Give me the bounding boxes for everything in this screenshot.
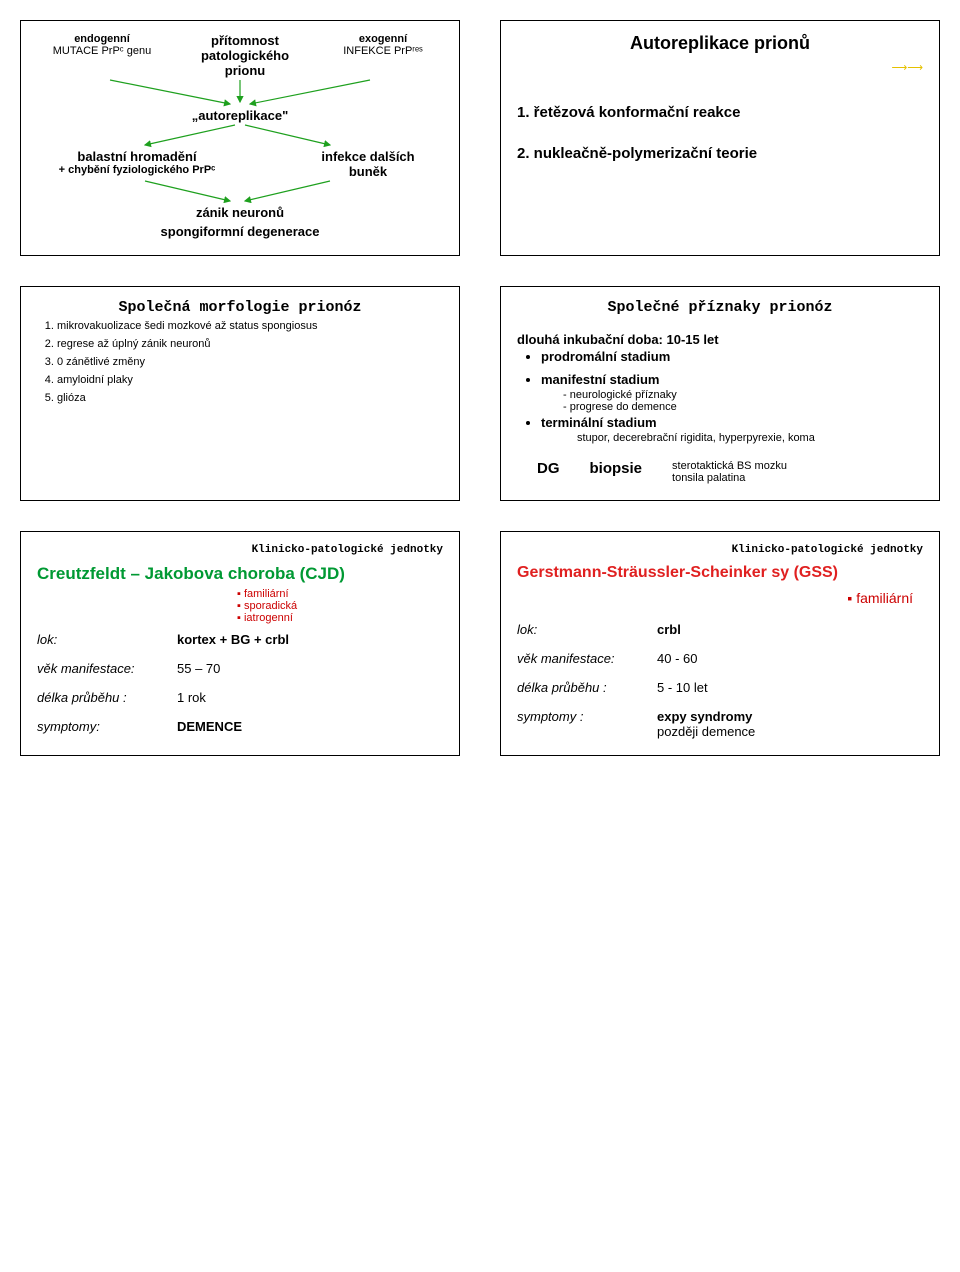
priz-ink: dlouhá inkubační doba: 10-15 let	[517, 332, 923, 347]
morf-item-5: glióza	[57, 392, 443, 404]
gss-vek-k: věk manifestace:	[517, 651, 657, 666]
gss-vek-v: 40 - 60	[657, 651, 923, 666]
center-top: přítomnost patologického prionu	[180, 33, 310, 78]
cjd-delka-v: 1 rok	[177, 690, 443, 705]
gss-delka-v: 5 - 10 let	[657, 680, 923, 695]
priz-term-sub: stupor, decerebrační rigidita, hyperpyre…	[577, 432, 923, 444]
cjd-panel: Klinicko-patologické jednotky Creutzfeld…	[20, 531, 460, 756]
priz-biopsie: biopsie	[590, 460, 643, 477]
exo-label: exogenní	[323, 33, 443, 45]
gss-sym-k: symptomy :	[517, 709, 657, 724]
autoreplikace-panel: Autoreplikace prionů ⟶⟶ 1. řetězová konf…	[500, 20, 940, 256]
balast-col: balastní hromadění + chybění fyziologick…	[37, 149, 237, 179]
priz-term: terminální stadium	[541, 415, 923, 430]
autorep-item-1: 1. řetězová konformační reakce	[517, 104, 923, 121]
arrows-diverge	[37, 123, 443, 149]
autorep-title: Autoreplikace prionů	[517, 33, 923, 54]
arrows-converge-bottom	[37, 179, 443, 205]
gss-sym-v2: později demence	[657, 724, 923, 739]
gss-types: ▪ familiární	[517, 590, 923, 606]
priz-biop-sub1: sterotaktická BS mozku	[672, 460, 787, 472]
morf-item-3: 0 zánětlivé změny	[57, 356, 443, 368]
cjd-lok-v: kortex + BG + crbl	[177, 632, 443, 647]
cjd-title: Creutzfeldt – Jakobova choroba (CJD)	[37, 564, 443, 584]
autorep-item-2: 2. nukleačně-polymerizační teorie	[517, 145, 923, 162]
cjd-vek-k: věk manifestace:	[37, 661, 177, 676]
morf-list: mikrovakuolizace šedi mozkové až status …	[57, 320, 443, 404]
endo-col: endogenní MUTACE PrPᶜ genu	[37, 33, 167, 57]
gss-kv: lok: crbl věk manifestace: 40 - 60 délka…	[517, 622, 923, 739]
cjd-sym-v: DEMENCE	[177, 719, 443, 734]
cjd-t2: sporadická	[244, 600, 297, 612]
priznaky-panel: Společné příznaky prionóz dlouhá inkubač…	[500, 286, 940, 501]
priz-dg: DG	[537, 460, 560, 477]
autorep-items: 1. řetězová konformační reakce 2. nuklea…	[517, 104, 923, 162]
gss-sym-v: expy syndromy	[657, 709, 923, 724]
priz-title: Společné příznaky prionóz	[517, 299, 923, 316]
exo-col: exogenní INFEKCE PrPʳᵉˢ	[323, 33, 443, 57]
center-l1: přítomnost	[180, 33, 310, 48]
center-l3: prionu	[180, 63, 310, 78]
cjd-types: ▪ familiární ▪ sporadická ▪ iatrogenní	[237, 588, 443, 624]
priz-manif-sub: neurologické příznaky progrese do demenc…	[563, 389, 923, 413]
gss-t1: familiární	[856, 590, 913, 606]
kp-label-left: Klinicko-patologické jednotky	[37, 544, 443, 556]
exo-sub: INFEKCE PrPʳᵉˢ	[323, 45, 443, 57]
priz-biop-sub2: tonsila palatina	[672, 472, 787, 484]
priz-dg-row: DG biopsie sterotaktická BS mozku tonsil…	[517, 460, 923, 484]
morf-item-4: amyloidní plaky	[57, 374, 443, 386]
priz-manif-sub2: progrese do demence	[563, 401, 923, 413]
cjd-t1: familiární	[244, 588, 289, 600]
spong-label: spongiformní degenerace	[37, 224, 443, 239]
flow-top-row: endogenní MUTACE PrPᶜ genu přítomnost pa…	[37, 33, 443, 78]
infekce-col: infekce dalších buněk	[293, 149, 443, 179]
autoreplikace-label: „autoreplikace"	[37, 108, 443, 123]
endo-sub: MUTACE PrPᶜ genu	[37, 45, 167, 57]
cjd-t3: iatrogenní	[244, 612, 293, 624]
gss-lok-v: crbl	[657, 622, 923, 637]
balast-l1: balastní hromadění	[37, 149, 237, 164]
cjd-vek-v: 55 – 70	[177, 661, 443, 676]
cjd-kv: lok: kortex + BG + crbl věk manifestace:…	[37, 632, 443, 734]
gss-panel: Klinicko-patologické jednotky Gerstmann-…	[500, 531, 940, 756]
priz-manif: manifestní stadium	[541, 372, 923, 387]
endo-label: endogenní	[37, 33, 167, 45]
arrows-converge-top	[37, 78, 443, 108]
flow-children: balastní hromadění + chybění fyziologick…	[37, 149, 443, 179]
kp-label-right: Klinicko-patologické jednotky	[517, 544, 923, 556]
cjd-lok-k: lok:	[37, 632, 177, 647]
priz-stages: prodromální stadium manifestní stadium	[541, 349, 923, 387]
gss-delka-k: délka průběhu :	[517, 680, 657, 695]
morf-item-2: regrese až úplný zánik neuronů	[57, 338, 443, 350]
balast-l2: + chybění fyziologického PrPᶜ	[37, 164, 237, 176]
morf-item-1: mikrovakuolizace šedi mozkové až status …	[57, 320, 443, 332]
infekce-l2: buněk	[293, 164, 443, 179]
priz-biop-sub: sterotaktická BS mozku tonsila palatina	[672, 460, 787, 484]
morf-title: Společná morfologie prionóz	[37, 299, 443, 316]
gss-sym-wrap: expy syndromy později demence	[657, 709, 923, 739]
gss-lok-k: lok:	[517, 622, 657, 637]
cjd-sym-k: symptomy:	[37, 719, 177, 734]
morfologie-panel: Společná morfologie prionóz mikrovakuoli…	[20, 286, 460, 501]
priz-term-wrap: terminální stadium	[541, 415, 923, 430]
gss-title: Gerstmann-Sträussler-Scheinker sy (GSS)	[517, 564, 923, 582]
yellow-diagram-placeholder: ⟶⟶	[891, 61, 923, 74]
priz-manif-sub1: neurologické příznaky	[563, 389, 923, 401]
cjd-delka-k: délka průběhu :	[37, 690, 177, 705]
zanik-label: zánik neuronů	[37, 205, 443, 220]
priz-prod: prodromální stadium	[541, 349, 923, 364]
flow-diagram-panel: endogenní MUTACE PrPᶜ genu přítomnost pa…	[20, 20, 460, 256]
infekce-l1: infekce dalších	[293, 149, 443, 164]
center-l2: patologického	[180, 48, 310, 63]
